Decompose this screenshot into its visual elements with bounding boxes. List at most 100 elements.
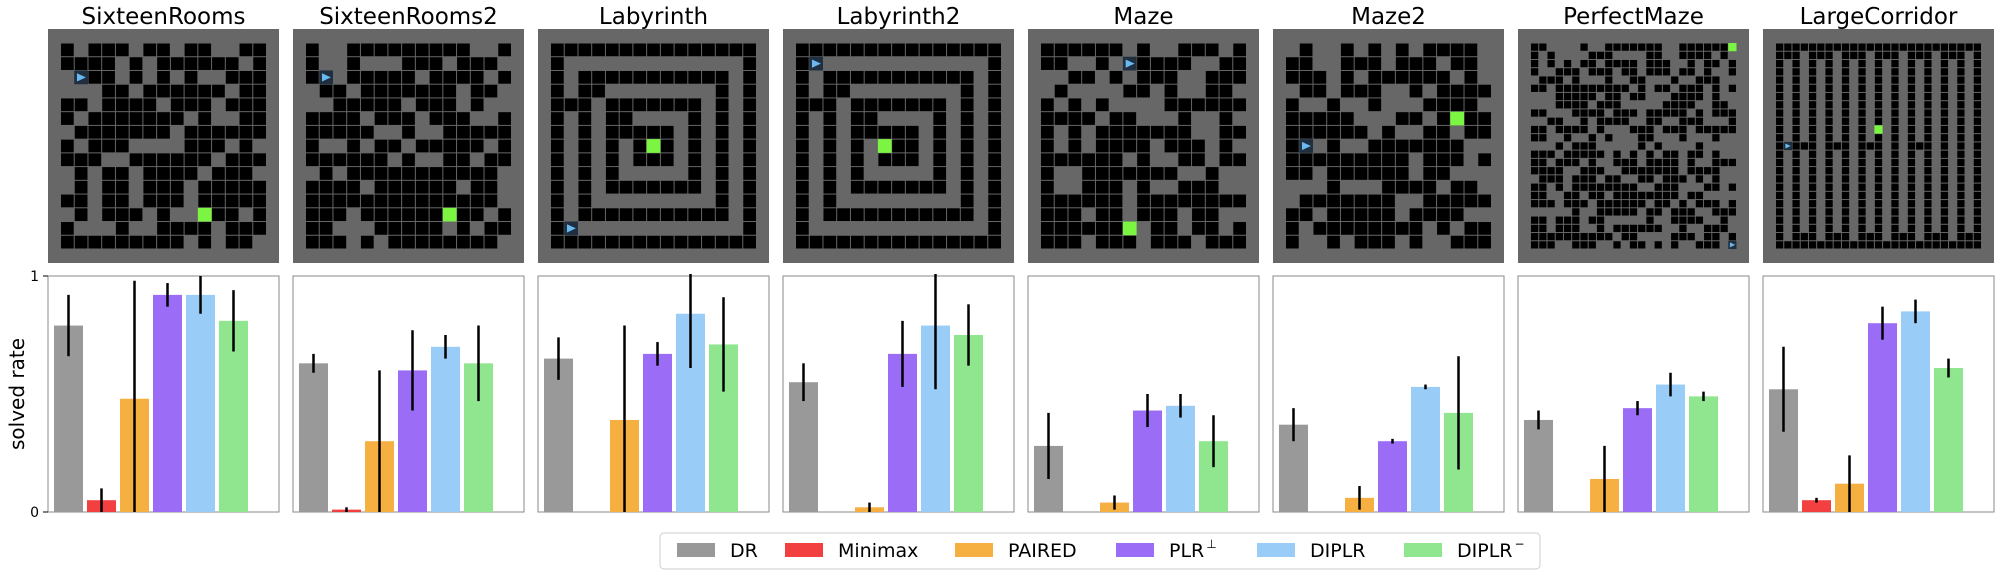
maze-wall-cell xyxy=(605,208,619,222)
maze-wall-cell xyxy=(1068,125,1082,139)
maze-wall-cell xyxy=(1808,109,1817,117)
maze-wall-cell xyxy=(415,208,429,222)
maze-wall-cell xyxy=(743,208,756,222)
maze-image xyxy=(538,29,769,263)
maze-wall-cell xyxy=(1638,84,1646,92)
maze-wall-cell xyxy=(1695,241,1704,249)
maze-wall-cell xyxy=(415,235,429,249)
maze-wall-cell xyxy=(1299,208,1313,222)
maze-wall-cell xyxy=(306,235,319,249)
maze-wall-cell xyxy=(1327,194,1340,208)
maze-wall-cell xyxy=(1531,183,1539,191)
maze-wall-cell xyxy=(1368,139,1382,153)
maze-wall-cell xyxy=(1654,224,1662,233)
maze-wall-cell xyxy=(1596,224,1605,233)
maze-wall-cell xyxy=(1164,84,1178,98)
maze-wall-cell xyxy=(647,180,660,194)
maze-wall-cell xyxy=(1531,150,1539,158)
maze-wall-cell xyxy=(1695,167,1704,175)
maze-wall-cell xyxy=(1808,241,1817,249)
maze-wall-cell xyxy=(592,208,605,222)
maze-wall-cell xyxy=(1712,200,1720,208)
bar-chart xyxy=(1517,275,1750,513)
maze-wall-cell xyxy=(1539,241,1547,249)
maze-wall-cell xyxy=(1924,191,1932,200)
maze-wall-cell xyxy=(1841,117,1850,125)
maze-wall-cell xyxy=(1478,153,1491,167)
maze-wall-cell xyxy=(1728,109,1736,117)
maze-wall-cell xyxy=(1621,84,1629,92)
maze-wall-cell xyxy=(1095,167,1109,180)
maze-wall-cell xyxy=(1596,150,1605,158)
maze-wall-cell xyxy=(1563,216,1572,224)
maze-wall-cell xyxy=(933,125,947,139)
maze-wall-cell xyxy=(1858,92,1866,101)
maze-image xyxy=(1273,29,1504,263)
maze-wall-cell xyxy=(1423,139,1437,153)
maze-wall-cell xyxy=(1596,208,1605,216)
maze-wall-cell xyxy=(374,167,388,180)
maze-wall-cell xyxy=(374,222,388,235)
maze-wall-cell xyxy=(198,194,212,208)
maze-wall-cell xyxy=(1178,125,1192,139)
maze-wall-cell xyxy=(1957,134,1965,142)
maze-wall-cell xyxy=(1792,200,1800,208)
maze-wall-cell xyxy=(1874,59,1883,68)
maze-wall-cell xyxy=(878,208,892,222)
maze-wall-cell xyxy=(564,43,578,57)
maze-wall-cell xyxy=(157,125,170,139)
maze-wall-cell xyxy=(388,98,402,112)
maze-wall-cell xyxy=(1555,101,1563,109)
maze-wall-cell xyxy=(1858,241,1866,249)
maze-wall-cell xyxy=(1192,43,1205,57)
maze-wall-cell xyxy=(1340,43,1354,57)
maze-wall-cell xyxy=(1654,142,1662,150)
maze-wall-cell xyxy=(1858,117,1866,125)
bar-diplr xyxy=(1656,384,1685,512)
maze-wall-cell xyxy=(1776,158,1784,167)
maze-wall-cell xyxy=(864,125,878,139)
maze-wall-cell xyxy=(1539,158,1547,167)
maze-wall-cell xyxy=(157,70,170,84)
maze-wall-cell xyxy=(743,84,756,98)
maze-wall-cell xyxy=(551,125,564,139)
maze-wall-cell xyxy=(225,153,239,167)
maze-wall-cell xyxy=(1478,112,1491,125)
maze-wall-cell xyxy=(1605,233,1613,241)
maze-wall-cell xyxy=(1720,158,1728,167)
maze-wall-cell xyxy=(1679,109,1687,117)
maze-wall-cell xyxy=(347,194,360,208)
maze-wall-cell xyxy=(1858,224,1866,233)
maze-wall-cell xyxy=(88,112,102,125)
maze-wall-cell xyxy=(388,180,402,194)
maze-wall-cell xyxy=(551,208,564,222)
maze-wall-cell xyxy=(1792,68,1800,76)
maze-wall-cell xyxy=(415,139,429,153)
maze-wall-cell xyxy=(864,98,878,112)
maze-wall-cell xyxy=(1563,92,1572,101)
maze-wall-cell xyxy=(1437,43,1450,57)
maze-wall-cell xyxy=(1539,150,1547,158)
legend: DR Minimax PAIRED PLR ⊥ DIPLR DIPLR − xyxy=(659,532,1541,570)
maze-wall-cell xyxy=(1776,59,1784,68)
maze-wall-cell xyxy=(1547,241,1555,249)
maze-wall-cell xyxy=(1712,241,1720,249)
maze-wall-cell xyxy=(1858,200,1866,208)
maze-wall-cell xyxy=(1654,84,1662,92)
maze-wall-cell xyxy=(198,43,212,57)
maze-wall-cell xyxy=(1776,109,1784,117)
maze-wall-cell xyxy=(850,125,864,139)
maze-wall-cell xyxy=(1720,51,1728,59)
maze-wall-cell xyxy=(1776,51,1784,59)
maze-wall-cell xyxy=(1409,222,1423,235)
maze-wall-cell xyxy=(360,153,374,167)
maze-wall-cell xyxy=(1123,112,1137,125)
maze-wall-cell xyxy=(1299,112,1313,125)
maze-wall-cell xyxy=(1137,139,1150,153)
maze-wall-cell xyxy=(1825,43,1833,51)
maze-wall-cell xyxy=(1662,200,1671,208)
maze-wall-cell xyxy=(1596,117,1605,125)
legend-box xyxy=(659,532,1541,570)
maze-wall-cell xyxy=(1621,183,1629,191)
